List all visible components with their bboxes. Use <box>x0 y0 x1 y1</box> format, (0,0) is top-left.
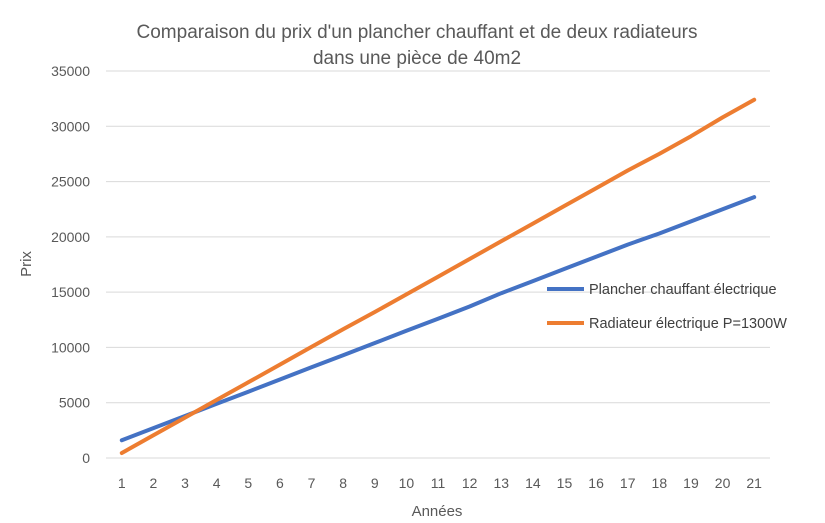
x-tick-label-17: 17 <box>620 475 636 491</box>
x-tick-label-15: 15 <box>557 475 573 491</box>
chart-title: Comparaison du prix d'un plancher chauff… <box>137 22 698 69</box>
x-tick-label-4: 4 <box>213 475 221 491</box>
x-tick-label-14: 14 <box>525 475 541 491</box>
y-tick-label-25000: 25000 <box>51 174 90 190</box>
x-tick-label-1: 1 <box>118 475 126 491</box>
x-tick-label-8: 8 <box>339 475 347 491</box>
x-tick-label-12: 12 <box>462 475 478 491</box>
gridlines <box>106 70 770 459</box>
series-line-2 <box>119 97 757 455</box>
y-axis-tick-labels: 0 5000 10000 15000 20000 25000 30000 35000 <box>51 63 90 466</box>
series-line-1 <box>119 195 757 443</box>
legend-label-2: Radiateur électrique P=1300W <box>589 316 787 332</box>
x-tick-label-7: 7 <box>308 475 316 491</box>
x-tick-label-10: 10 <box>399 475 415 491</box>
y-tick-label-0: 0 <box>82 450 90 466</box>
x-tick-label-6: 6 <box>276 475 284 491</box>
x-tick-label-2: 2 <box>150 475 158 491</box>
x-tick-label-20: 20 <box>715 475 731 491</box>
x-tick-label-9: 9 <box>371 475 379 491</box>
chart-title-line-2: dans une pièce de 40m2 <box>313 48 521 69</box>
legend-label-1: Plancher chauffant électrique <box>589 282 777 298</box>
legend: Plancher chauffant électrique Radiateur é… <box>547 282 787 332</box>
y-tick-label-10000: 10000 <box>51 339 90 355</box>
y-axis-label: Prix <box>18 251 35 277</box>
y-tick-label-15000: 15000 <box>51 284 90 300</box>
x-tick-label-18: 18 <box>652 475 668 491</box>
x-tick-label-3: 3 <box>181 475 189 491</box>
x-tick-label-5: 5 <box>244 475 252 491</box>
x-axis-tick-labels: 1 2 3 4 5 6 7 8 9 10 11 12 13 14 15 16 17 18 19 20 21 <box>118 475 762 491</box>
x-tick-label-21: 21 <box>746 475 762 491</box>
y-tick-label-20000: 20000 <box>51 229 90 245</box>
x-tick-label-13: 13 <box>493 475 509 491</box>
x-axis-label: Années <box>412 503 463 520</box>
x-tick-label-11: 11 <box>431 475 446 491</box>
y-tick-label-5000: 5000 <box>59 395 90 411</box>
y-tick-label-30000: 30000 <box>51 118 90 134</box>
series-lines <box>119 97 757 455</box>
chart-title-line-1: Comparaison du prix d'un plancher chauff… <box>137 22 698 43</box>
x-tick-label-16: 16 <box>588 475 604 491</box>
y-tick-label-35000: 35000 <box>51 63 90 79</box>
x-tick-label-19: 19 <box>683 475 699 491</box>
